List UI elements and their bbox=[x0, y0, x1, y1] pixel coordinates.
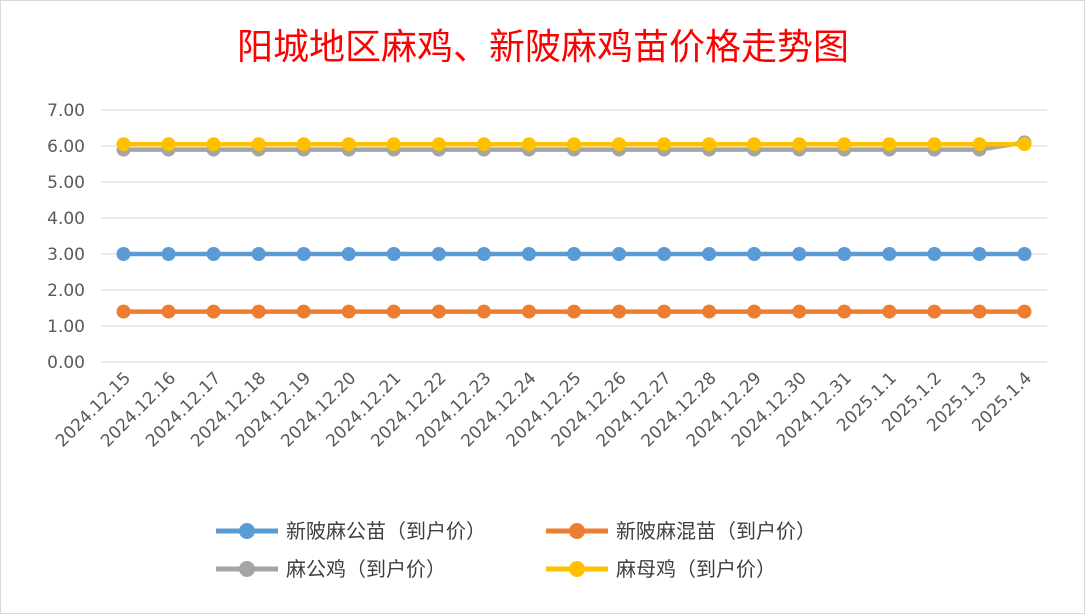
legend-label: 新陂麻公苗（到户价） bbox=[286, 519, 486, 543]
data-point bbox=[837, 247, 852, 261]
data-point bbox=[837, 304, 852, 319]
data-point bbox=[521, 247, 536, 261]
y-tick-label: 0.00 bbox=[47, 353, 85, 373]
data-point bbox=[1017, 137, 1032, 152]
y-tick-label: 5.00 bbox=[47, 173, 85, 193]
legend-marker bbox=[569, 523, 585, 539]
data-point bbox=[206, 304, 221, 319]
data-point bbox=[702, 137, 717, 152]
data-point bbox=[251, 137, 266, 152]
legend-marker bbox=[239, 561, 255, 577]
y-tick-label: 6.00 bbox=[47, 137, 85, 157]
data-point bbox=[657, 137, 672, 152]
data-point bbox=[251, 304, 266, 319]
legend-label: 麻公鸡（到户价） bbox=[286, 557, 446, 581]
data-point bbox=[206, 247, 221, 261]
data-point bbox=[747, 304, 762, 319]
data-point bbox=[702, 247, 717, 261]
data-point bbox=[296, 304, 311, 319]
data-point bbox=[386, 304, 401, 319]
series-3 bbox=[116, 137, 1032, 152]
data-point bbox=[927, 304, 942, 319]
data-point bbox=[747, 247, 762, 261]
data-point bbox=[837, 137, 852, 152]
data-point bbox=[116, 137, 131, 152]
legend: 新陂麻公苗（到户价） 新陂麻混苗（到户价） 麻公鸡（到户价） 麻母鸡（到户价） bbox=[216, 519, 816, 581]
data-point bbox=[1017, 247, 1032, 261]
data-point bbox=[116, 247, 131, 261]
data-point bbox=[972, 137, 987, 152]
legend-item: 麻母鸡（到户价） bbox=[546, 557, 776, 581]
y-tick-label: 3.00 bbox=[47, 245, 85, 265]
data-point bbox=[792, 247, 807, 261]
data-point bbox=[296, 137, 311, 152]
legend-label: 新陂麻混苗（到户价） bbox=[616, 519, 816, 543]
data-point bbox=[927, 137, 942, 152]
series-lines bbox=[116, 135, 1032, 319]
data-point bbox=[431, 304, 446, 319]
y-tick-label: 1.00 bbox=[47, 317, 85, 337]
data-point bbox=[702, 304, 717, 319]
data-point bbox=[296, 247, 311, 261]
data-point bbox=[972, 304, 987, 319]
y-tick-label: 4.00 bbox=[47, 209, 85, 229]
data-point bbox=[657, 247, 672, 261]
data-point bbox=[612, 304, 627, 319]
data-point bbox=[386, 137, 401, 152]
data-point bbox=[116, 304, 131, 319]
data-point bbox=[1017, 304, 1032, 319]
data-point bbox=[567, 247, 581, 261]
data-point bbox=[251, 247, 266, 261]
data-point bbox=[476, 137, 491, 152]
series-0 bbox=[116, 247, 1032, 261]
data-point bbox=[747, 137, 762, 152]
data-point bbox=[657, 304, 672, 319]
y-axis-ticks: 0.00 1.00 2.00 3.00 4.00 5.00 6.00 7.00 bbox=[47, 101, 85, 373]
data-point bbox=[161, 137, 176, 152]
legend-item: 麻公鸡（到户价） bbox=[216, 557, 446, 581]
chart-title: 阳城地区麻鸡、新陂麻鸡苗价格走势图 bbox=[237, 27, 849, 68]
data-point bbox=[927, 247, 942, 261]
data-point bbox=[792, 137, 807, 152]
data-point bbox=[612, 137, 627, 152]
data-point bbox=[341, 247, 356, 261]
data-point bbox=[341, 137, 356, 152]
data-point bbox=[386, 247, 401, 261]
data-point bbox=[161, 304, 176, 319]
data-point bbox=[882, 137, 897, 152]
data-point bbox=[521, 304, 536, 319]
data-point bbox=[882, 304, 897, 319]
data-point bbox=[567, 304, 581, 319]
legend-marker bbox=[569, 561, 585, 577]
data-point bbox=[341, 304, 356, 319]
data-point bbox=[882, 247, 897, 261]
legend-item: 新陂麻混苗（到户价） bbox=[546, 519, 816, 543]
series-1 bbox=[116, 304, 1032, 319]
legend-item: 新陂麻公苗（到户价） bbox=[216, 519, 486, 543]
data-point bbox=[431, 137, 446, 152]
y-tick-label: 7.00 bbox=[47, 101, 85, 121]
data-point bbox=[431, 247, 446, 261]
data-point bbox=[161, 247, 176, 261]
data-point bbox=[972, 247, 987, 261]
data-point bbox=[612, 247, 627, 261]
data-point bbox=[521, 137, 536, 152]
data-point bbox=[792, 304, 807, 319]
data-point bbox=[476, 247, 491, 261]
data-point bbox=[476, 304, 491, 319]
legend-marker bbox=[239, 523, 255, 539]
data-point bbox=[567, 137, 581, 152]
legend-label: 麻母鸡（到户价） bbox=[616, 557, 776, 581]
data-point bbox=[206, 137, 221, 152]
x-axis-ticks: 2024.12.152024.12.162024.12.172024.12.18… bbox=[52, 368, 1036, 451]
y-tick-label: 2.00 bbox=[47, 281, 85, 301]
